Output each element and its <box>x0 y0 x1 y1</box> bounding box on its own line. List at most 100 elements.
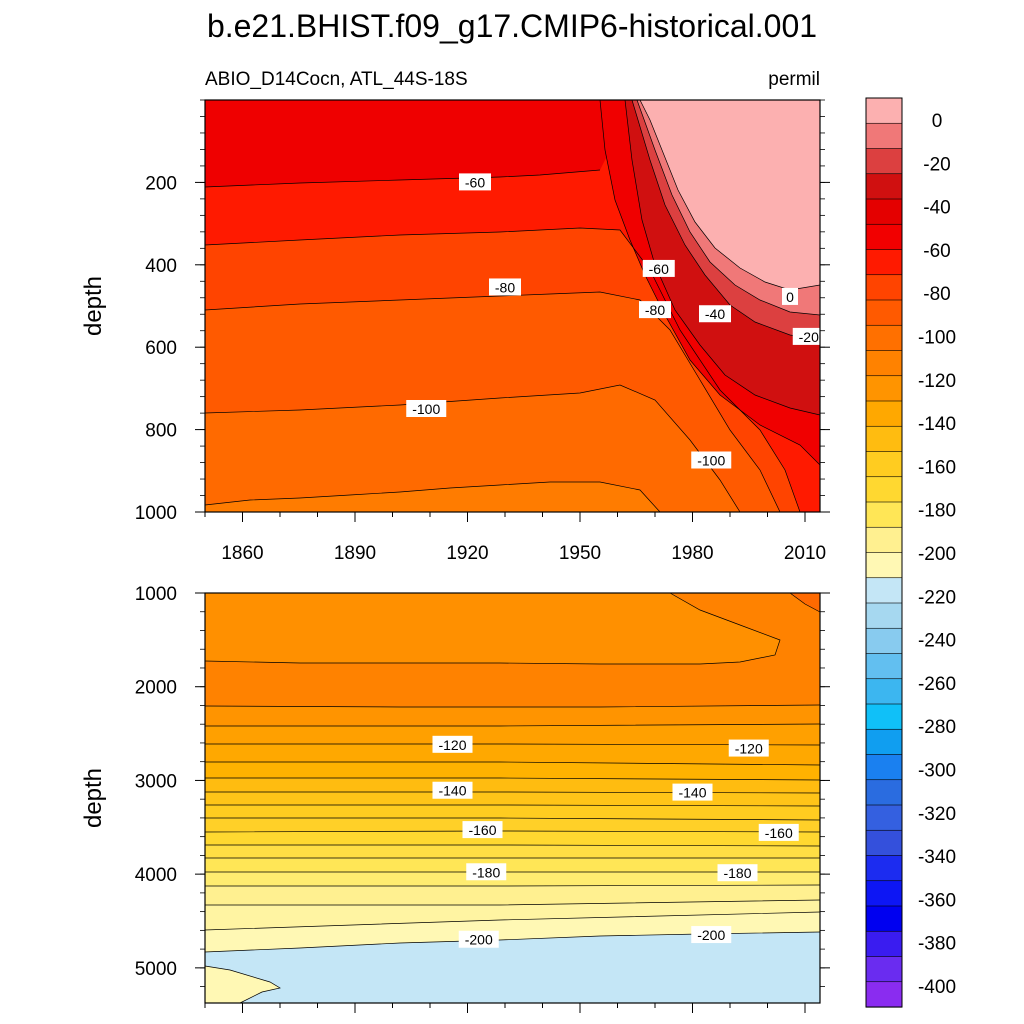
contour-label: 0 <box>786 289 794 305</box>
top-y-axis-label: depth <box>80 276 107 336</box>
contour-line <box>204 704 821 708</box>
colorbar-swatch <box>865 451 903 478</box>
contour-line <box>205 791 821 794</box>
contour-label: -160 <box>468 822 496 838</box>
bottom-plot-frame <box>204 592 821 1004</box>
contour-line <box>205 743 821 746</box>
colorbar-label: -280 <box>918 717 956 738</box>
colorbar-swatch <box>865 274 903 301</box>
bottom-y-axis-label: depth <box>80 768 107 828</box>
colorbar-swatch <box>865 501 903 528</box>
contour-label-box <box>792 327 825 345</box>
x-tick-label: 1890 <box>334 543 376 564</box>
colorbar-label: -20 <box>923 154 950 175</box>
colorbar-swatch <box>865 754 903 781</box>
top-panel: -60 -80 -100 -60 -80 -40 0 -20 -100 1860 1890 1920… <box>80 99 830 564</box>
colorbar-swatch <box>865 981 903 1008</box>
contour-label: -80 <box>495 279 515 295</box>
colorbar-label: -60 <box>923 241 950 262</box>
colorbar-swatch <box>865 779 903 806</box>
colorbar-label: -360 <box>918 890 956 911</box>
contour-label-box <box>699 305 731 323</box>
colorbar-swatch <box>865 324 903 352</box>
contour-line <box>204 481 661 513</box>
contour-label: -40 <box>705 306 725 322</box>
contour-label-box <box>758 823 799 841</box>
units-subtitle: permil <box>768 69 820 90</box>
y-tick-label: 1000 <box>135 584 177 605</box>
top-contour-fill <box>205 100 820 512</box>
contour-label: -120 <box>438 737 466 753</box>
colorbar-label: -380 <box>918 934 956 955</box>
fill-band <box>205 966 280 1003</box>
colorbar-frame <box>865 97 903 1008</box>
contour-line <box>204 291 781 513</box>
contour-line <box>205 817 821 821</box>
x-tick-label: 1950 <box>559 543 601 564</box>
x-tick-label: 2010 <box>784 543 826 564</box>
colorbar-swatch <box>865 728 903 756</box>
contour-line <box>205 844 821 847</box>
contour-label-box <box>432 781 473 799</box>
colorbar-swatch <box>865 526 903 554</box>
contour-line <box>624 99 821 416</box>
contour-label-box <box>691 926 732 944</box>
colorbar-swatch <box>865 552 903 579</box>
colorbar-label: -200 <box>918 544 956 565</box>
colorbar-label: -240 <box>918 631 956 652</box>
contour-line <box>204 592 781 665</box>
colorbar-swatch <box>865 653 903 680</box>
contour-label-box <box>459 173 491 191</box>
colorbar-swatch <box>865 173 903 200</box>
x-tick-label: 1980 <box>671 543 713 564</box>
colorbar-swatch <box>865 122 903 150</box>
colorbar-swatch <box>865 804 903 831</box>
y-tick-label: 600 <box>145 338 177 359</box>
colorbar-swatch <box>865 577 903 604</box>
y-tick-label: 200 <box>145 173 177 194</box>
colorbar-swatch <box>865 148 903 175</box>
colorbar: 0 -20 -40 -60 -80 -100 -120 -140 -160 -180 -200 -22… <box>865 97 956 1008</box>
colorbar-swatch <box>865 627 903 655</box>
colorbar-label: 0 <box>932 111 943 132</box>
x-tick-label: 1860 <box>221 543 263 564</box>
y-tick-label: 2000 <box>135 678 177 699</box>
colorbar-swatch <box>865 703 903 730</box>
contour-label: -180 <box>472 864 500 880</box>
left-subtitle: ABIO_D14Cocn, ATL_44S-18S <box>205 69 468 90</box>
contour-label: -180 <box>723 865 751 881</box>
contour-label: -120 <box>735 741 763 757</box>
fill-band <box>205 100 610 187</box>
contour-line <box>204 965 281 1004</box>
y-tick-label: 400 <box>145 256 177 277</box>
colorbar-label: -340 <box>918 847 956 868</box>
colorbar-swatch <box>865 249 903 276</box>
colorbar-label: -260 <box>918 674 956 695</box>
y-tick-label: 3000 <box>135 771 177 792</box>
chart-title: b.e21.BHIST.f09_g17.CMIP6-historical.001 <box>207 8 817 44</box>
fill-band <box>790 593 820 612</box>
colorbar-label: -300 <box>918 761 956 782</box>
colorbar-swatch <box>865 678 903 705</box>
contour-line <box>205 884 821 887</box>
colorbar-swatch <box>865 400 903 427</box>
contour-label-box <box>672 783 713 801</box>
colorbar-label: -120 <box>918 371 956 392</box>
colorbar-label: -320 <box>918 804 956 825</box>
contour-line <box>204 169 601 188</box>
contour-label: -160 <box>765 825 793 841</box>
contour-label-box <box>639 301 671 319</box>
contour-label-box <box>728 739 769 757</box>
colorbar-label: -220 <box>918 587 956 608</box>
contour-label: -80 <box>645 302 665 318</box>
contour-label-box <box>432 735 473 753</box>
contour-label: -60 <box>649 261 669 277</box>
contour-label-box <box>489 278 521 296</box>
colorbar-swatch <box>865 956 903 983</box>
colorbar-swatch <box>865 829 903 857</box>
colorbar-swatch <box>865 476 903 503</box>
colorbar-swatch <box>865 905 903 932</box>
bottom-panel: -120 -120 -140 -140 -160 -160 -180 -180 -200 -200… <box>80 584 830 1013</box>
contour-label: -60 <box>465 174 485 190</box>
contour-line <box>205 723 821 727</box>
